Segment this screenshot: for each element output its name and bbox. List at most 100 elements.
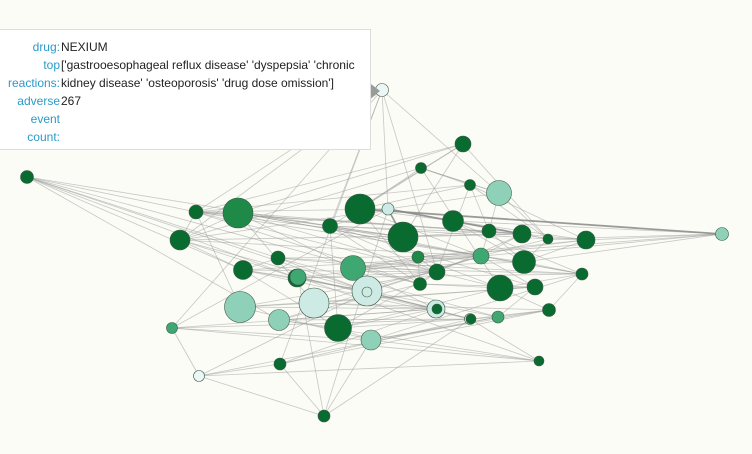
- graph-node[interactable]: [542, 303, 556, 317]
- graph-node[interactable]: [224, 291, 256, 323]
- graph-node[interactable]: [360, 329, 382, 351]
- graph-node[interactable]: [486, 274, 514, 302]
- graph-edge: [370, 309, 550, 341]
- graph-edge: [171, 308, 437, 329]
- graph-edge: [381, 89, 438, 273]
- graph-edge: [337, 308, 437, 329]
- graph-node[interactable]: [464, 179, 476, 191]
- graph-node[interactable]: [413, 277, 427, 291]
- graph-edge: [469, 318, 540, 362]
- graph-node[interactable]: [324, 314, 352, 342]
- graph-node[interactable]: [166, 322, 178, 334]
- graph-edge: [26, 176, 368, 292]
- graph-edge: [452, 220, 525, 263]
- drug-label: drug:: [32, 40, 60, 54]
- graph-edge: [277, 257, 368, 292]
- graph-node[interactable]: [20, 170, 34, 184]
- graph-node[interactable]: [454, 135, 472, 153]
- graph-edge: [297, 276, 540, 362]
- graph-edge: [337, 287, 501, 329]
- graph-edge: [521, 233, 587, 241]
- graph-edge: [242, 269, 339, 329]
- graph-edge: [420, 167, 500, 194]
- graph-edge: [366, 290, 471, 320]
- graph-edge: [296, 271, 438, 279]
- graph-edge: [278, 319, 540, 362]
- graph-edge: [419, 283, 536, 288]
- graph-node[interactable]: [381, 202, 395, 216]
- graph-node[interactable]: [442, 210, 464, 232]
- graph-edge: [26, 176, 331, 227]
- graph-edge: [171, 327, 540, 362]
- graph-node[interactable]: [322, 218, 338, 234]
- graph-node[interactable]: [542, 233, 554, 245]
- graph-node[interactable]: [481, 223, 497, 239]
- graph-edge: [370, 273, 583, 341]
- graph-node[interactable]: [188, 204, 204, 220]
- graph-edge: [387, 192, 500, 210]
- graph-node[interactable]: [270, 250, 286, 266]
- graph-edge: [359, 208, 482, 257]
- drug-value: NEXIUM: [61, 40, 108, 54]
- graph-edge: [179, 239, 368, 292]
- graph-edge: [26, 176, 244, 271]
- graph-edge: [352, 267, 583, 275]
- graph-edge: [296, 255, 482, 279]
- graph-node[interactable]: [193, 370, 205, 382]
- graph-node[interactable]: [465, 313, 477, 325]
- graph-node[interactable]: [169, 229, 191, 251]
- graph-edge: [239, 271, 438, 308]
- graph-node[interactable]: [411, 250, 425, 264]
- graph-edge: [171, 318, 472, 329]
- top-reactions-label-reactions: reactions:: [7, 76, 60, 90]
- graph-node[interactable]: [575, 267, 589, 281]
- graph-edge: [329, 225, 339, 329]
- graph-edge: [359, 184, 471, 210]
- graph-edge: [329, 225, 421, 285]
- graph-node[interactable]: [715, 227, 729, 241]
- node-tooltip: drug: NEXIUM top ['gastrooesophageal ref…: [0, 29, 371, 150]
- graph-edge: [198, 375, 325, 417]
- graph-node[interactable]: [233, 260, 253, 280]
- graph-node[interactable]: [512, 250, 536, 274]
- graph-node[interactable]: [289, 268, 307, 286]
- graph-edge: [198, 291, 368, 377]
- graph-node[interactable]: [344, 193, 376, 225]
- graph-node[interactable]: [428, 263, 446, 281]
- graph-node[interactable]: [273, 357, 287, 371]
- graph-edge: [323, 208, 389, 417]
- graph-nodes: [20, 83, 729, 423]
- graph-edge: [523, 233, 723, 263]
- graph-node[interactable]: [472, 247, 490, 265]
- graph-edge: [329, 225, 549, 240]
- graph-node[interactable]: [526, 278, 544, 296]
- graph-node[interactable]: [512, 224, 532, 244]
- graph-edge: [278, 283, 421, 321]
- graph-edge: [313, 255, 482, 304]
- graph-node[interactable]: [491, 310, 505, 324]
- graph-node[interactable]: [222, 197, 254, 229]
- graph-edge: [26, 176, 298, 279]
- graph-edge: [198, 316, 499, 377]
- tooltip-pointer-icon: [371, 84, 380, 98]
- graph-node[interactable]: [533, 355, 545, 367]
- graph-edge: [195, 211, 241, 308]
- graph-node[interactable]: [431, 303, 443, 315]
- graph-node[interactable]: [317, 409, 331, 423]
- graph-node[interactable]: [387, 221, 419, 253]
- graph-node[interactable]: [486, 180, 512, 206]
- graph-edge: [237, 143, 464, 214]
- graph-node[interactable]: [415, 162, 427, 174]
- graph-node[interactable]: [340, 255, 366, 281]
- adverse-count-value: 267: [61, 94, 82, 108]
- graph-edge: [179, 239, 298, 279]
- graph-edge: [323, 339, 372, 417]
- graph-edge: [323, 318, 472, 417]
- graph-edge: [237, 212, 438, 273]
- graph-node[interactable]: [361, 286, 373, 298]
- graph-node[interactable]: [576, 230, 596, 250]
- graph-edge: [171, 327, 200, 377]
- graph-node[interactable]: [298, 287, 330, 319]
- graph-node[interactable]: [268, 309, 290, 331]
